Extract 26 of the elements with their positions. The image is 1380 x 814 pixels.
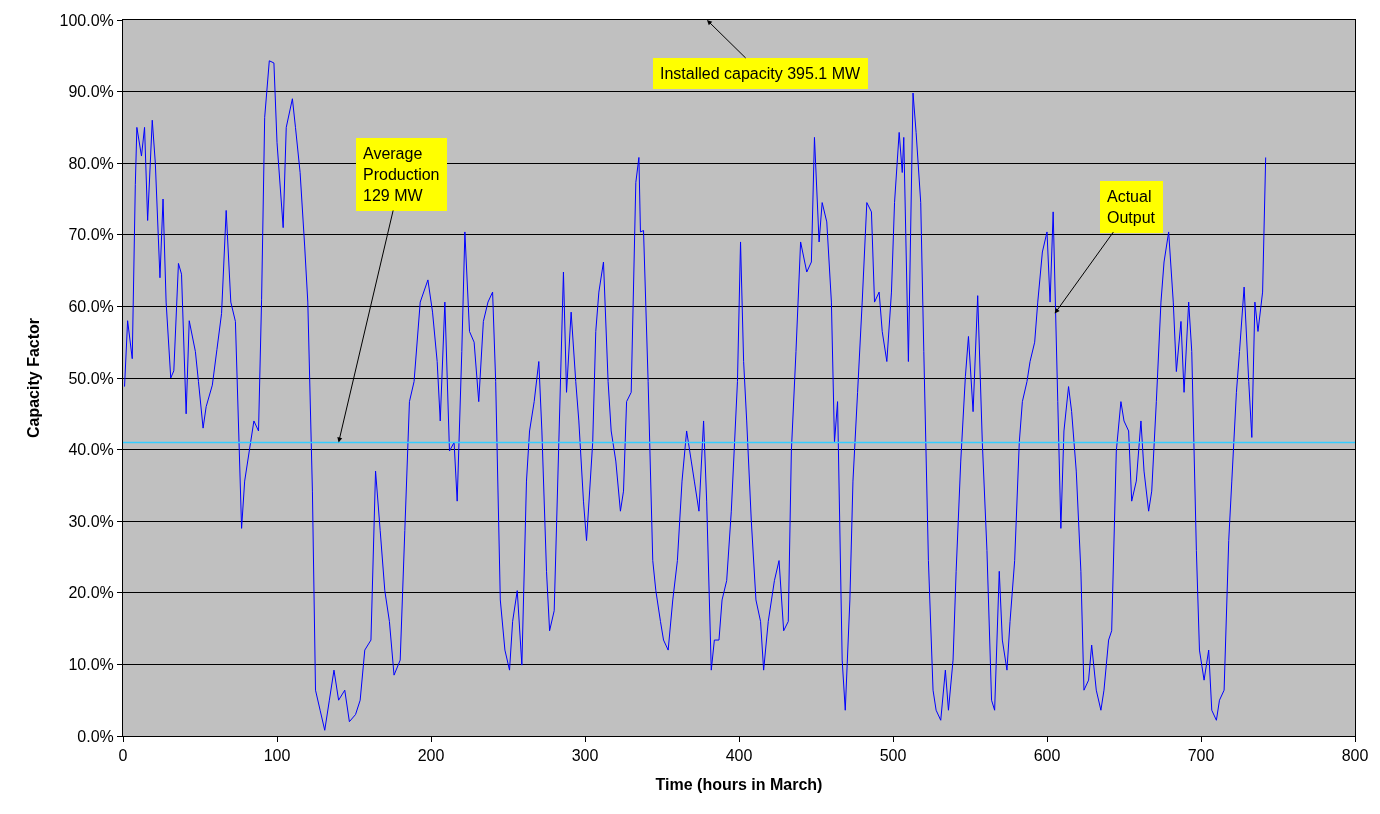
y-tick-label: 80.0% xyxy=(68,154,114,172)
annotation: Average Production 129 MW xyxy=(363,145,440,204)
x-axis-title: Time (hours in March) xyxy=(655,775,823,793)
y-tick-label: 50.0% xyxy=(68,369,114,387)
y-tick-label: 40.0% xyxy=(68,441,114,459)
x-tick-label: 800 xyxy=(1341,747,1369,765)
x-tick-label: 500 xyxy=(879,747,907,765)
x-tick-label: 300 xyxy=(571,747,599,765)
y-tick-label: 10.0% xyxy=(68,656,114,673)
x-tick-label: 200 xyxy=(417,747,445,765)
y-axis-title: Capacity Factor xyxy=(25,317,43,439)
x-tick-label: 400 xyxy=(725,747,753,765)
x-tick-label: 600 xyxy=(1033,747,1061,765)
y-tick-label: 0.0% xyxy=(77,727,114,745)
annotation: Installed capacity 395.1 MW xyxy=(660,65,861,82)
y-tick-label: 90.0% xyxy=(68,83,114,101)
x-tick-label: 700 xyxy=(1187,747,1215,765)
x-tick-label: 100 xyxy=(263,747,291,765)
x-tick-label: 0 xyxy=(118,747,128,765)
y-tick-label: 30.0% xyxy=(68,512,114,530)
line-series xyxy=(124,60,1267,731)
y-tick-label: 70.0% xyxy=(68,226,114,244)
y-tick-label: 60.0% xyxy=(68,298,114,315)
y-tick-label: 100.0% xyxy=(59,11,114,29)
annotation: Actual Output xyxy=(1107,188,1156,226)
y-tick-label: 20.0% xyxy=(68,584,114,602)
